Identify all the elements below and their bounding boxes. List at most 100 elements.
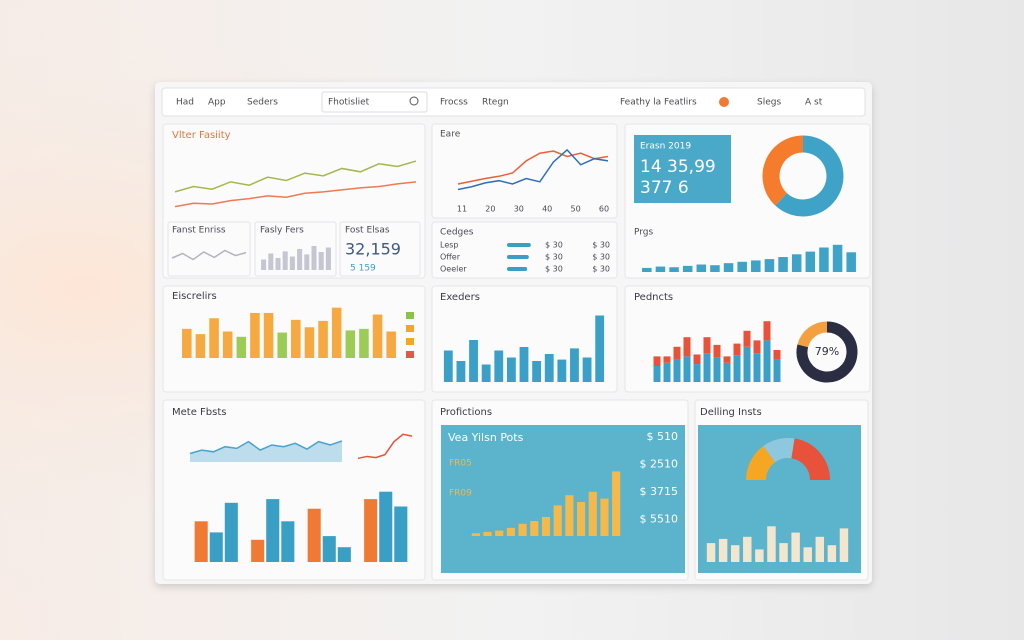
bar — [195, 334, 206, 358]
bar — [266, 499, 280, 562]
bar-segment — [663, 362, 671, 382]
bar — [600, 498, 609, 536]
bar — [655, 266, 666, 272]
bar-segment — [703, 337, 711, 354]
bar — [379, 491, 393, 562]
line — [174, 160, 417, 193]
bar-segment — [683, 337, 691, 357]
kpi-label: Erasn 2019 — [640, 142, 691, 152]
bar — [570, 348, 579, 382]
bar — [364, 499, 378, 562]
bar-segment — [683, 356, 691, 382]
row-value: $ 30 — [545, 265, 563, 274]
bar — [471, 533, 480, 536]
bar — [289, 256, 295, 270]
amount: $ 2510 — [640, 458, 679, 471]
line — [357, 433, 413, 460]
bar — [846, 252, 856, 272]
kpi: 32,159 — [345, 240, 401, 259]
bar-segment — [753, 353, 761, 382]
bar — [803, 547, 812, 562]
toolbar-item[interactable]: Fhotisliet — [328, 98, 370, 108]
bar — [612, 471, 621, 536]
bar — [268, 253, 274, 270]
amount: $ 5510 — [640, 513, 679, 526]
kpi-sub: 377 6 — [640, 178, 689, 198]
row-value: $ 30 — [545, 253, 563, 262]
bar — [307, 508, 321, 562]
bar — [642, 267, 652, 272]
bar — [322, 536, 336, 562]
bar — [359, 328, 369, 358]
row-value: $ 30 — [592, 241, 610, 250]
bar — [718, 538, 728, 562]
bar-segment — [723, 362, 731, 382]
legend-swatch — [406, 351, 414, 358]
kpi-value: 14 35,99 — [640, 157, 716, 177]
bar — [541, 516, 551, 536]
bar-segment — [723, 356, 731, 363]
toolbar-item[interactable]: A st — [805, 98, 823, 108]
bar — [318, 252, 324, 270]
toolbar-item[interactable]: Had — [176, 98, 194, 108]
arc — [797, 321, 828, 348]
arc — [790, 438, 830, 481]
toolbar-item[interactable]: Frocss — [440, 98, 468, 108]
row-label: Offer — [440, 253, 461, 262]
bar — [236, 336, 247, 358]
bar — [281, 521, 295, 562]
amount: $ 3715 — [640, 485, 679, 498]
toolbar-item[interactable]: Slegs — [757, 98, 781, 108]
bar-segment — [743, 330, 751, 347]
bar — [582, 357, 592, 382]
panel-title: Vlter Fasiity — [172, 130, 231, 141]
tag: FR05 — [449, 459, 472, 469]
arc — [762, 135, 804, 206]
bar — [495, 530, 504, 536]
bar-segment — [733, 355, 741, 382]
bar-segment — [673, 346, 681, 360]
bar-segment — [663, 356, 671, 363]
bar — [815, 536, 825, 562]
bar — [318, 320, 328, 358]
projection-box — [441, 425, 685, 573]
bar — [394, 506, 408, 562]
bar-segment — [653, 356, 661, 366]
bar — [805, 251, 816, 272]
bar — [779, 543, 788, 562]
bar — [311, 246, 317, 270]
bar — [755, 549, 764, 562]
bar — [325, 247, 331, 270]
kpi-box — [634, 135, 731, 203]
bar — [456, 361, 466, 382]
bar-segment — [653, 366, 661, 382]
toolbar-item[interactable]: Seders — [247, 98, 278, 108]
toolbar-item[interactable]: Rtegn — [482, 98, 509, 108]
toolbar-item[interactable]: App — [208, 98, 226, 108]
row-label: Lesp — [440, 241, 458, 250]
status-dot — [719, 97, 729, 107]
bar-segment — [693, 354, 701, 365]
bar — [282, 251, 288, 270]
bar — [751, 260, 761, 272]
legend-swatch — [406, 325, 414, 332]
legend-swatch — [406, 338, 414, 345]
card — [339, 221, 421, 277]
toolbar-item[interactable]: Feathy la Featlirs — [620, 98, 697, 108]
bar — [519, 347, 529, 382]
x-tick-label: 20 — [485, 205, 495, 214]
bar — [304, 254, 310, 270]
search-icon[interactable] — [409, 96, 419, 106]
x-tick-label: 60 — [599, 205, 609, 214]
arc — [796, 321, 858, 383]
bar — [337, 547, 351, 562]
bar — [669, 267, 679, 272]
bar — [297, 249, 303, 270]
bar — [710, 265, 720, 272]
bar — [182, 328, 192, 358]
x-tick-label: 30 — [514, 205, 524, 214]
search-box[interactable] — [321, 91, 428, 113]
row-bar — [507, 267, 528, 271]
bar-segment — [743, 346, 751, 382]
